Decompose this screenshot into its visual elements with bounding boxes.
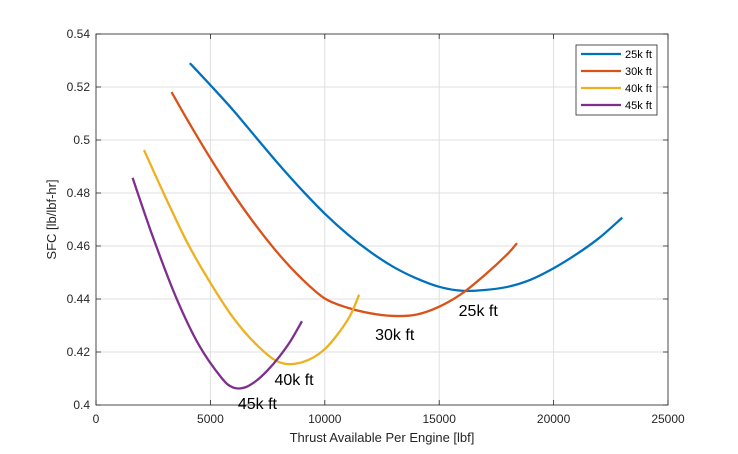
x-tick-label: 0 [93,412,100,426]
series-line-4 [131,177,303,390]
x-tick-label: 25000 [651,412,685,426]
series-lines [131,62,623,390]
axes-frame [95,33,669,406]
series-line-1 [188,62,623,293]
y-tick-label: 0.5 [73,133,90,147]
curve-annotation: 45k ft [238,396,278,413]
x-tick-label: 20000 [537,412,571,426]
legend-label: 45k ft [625,100,652,112]
legend: 25k ft 30k ft 40k ft 45k ft [575,44,658,116]
x-axis-label: Thrust Available Per Engine [lbf] [290,430,475,445]
x-tick-label: 5000 [197,412,224,426]
series-line-3 [143,149,361,366]
plot-background [96,34,668,405]
curve-annotation: 25k ft [459,303,499,320]
y-tick-label: 0.52 [67,80,91,94]
axes-box [95,33,669,406]
y-tick-labels: 0.4 0.42 0.44 0.46 0.48 0.5 0.52 0.54 [67,27,91,412]
x-tick-label: 15000 [423,412,457,426]
x-tick-label: 10000 [308,412,342,426]
curve-annotation: 30k ft [375,327,415,344]
y-tick-label: 0.4 [73,398,90,412]
y-tick-label: 0.42 [67,345,91,359]
curve-annotation: 40k ft [274,372,314,389]
y-axis-label: SFC [lb/lbf-hr] [44,179,59,259]
y-tick-label: 0.54 [67,27,91,41]
legend-label: 30k ft [625,66,652,78]
y-tick-label: 0.46 [67,239,91,253]
y-tick-label: 0.44 [67,292,91,306]
legend-label: 25k ft [625,49,652,61]
legend-label: 40k ft [625,83,652,95]
series-line-2 [170,91,518,318]
x-tick-labels: 0 5000 10000 15000 20000 25000 [93,412,685,426]
curve-annotations: 25k ft 30k ft 40k ft 45k ft [238,303,498,413]
tick-marks [95,33,669,406]
plot-area [96,34,668,405]
legend-box [575,44,658,116]
y-tick-label: 0.48 [67,186,91,200]
